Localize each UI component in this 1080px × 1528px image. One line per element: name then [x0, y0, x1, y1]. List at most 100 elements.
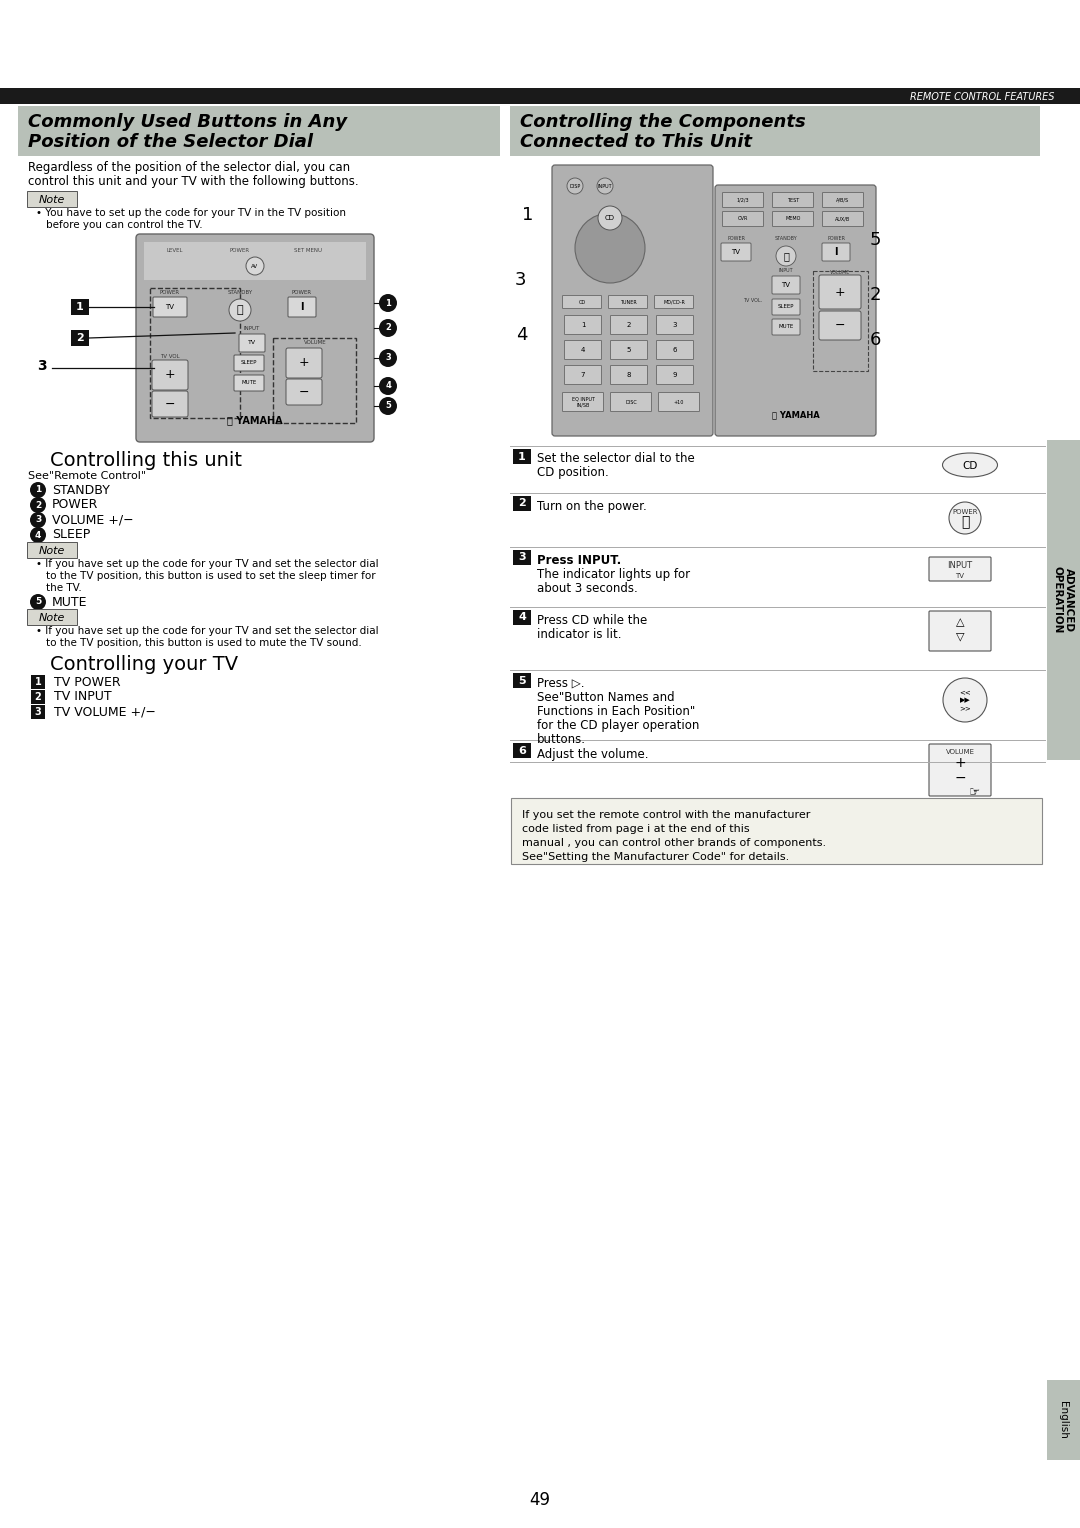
- Text: AUX/B: AUX/B: [835, 217, 851, 222]
- Text: buttons.: buttons.: [537, 733, 586, 746]
- Text: See"Setting the Manufacturer Code" for details.: See"Setting the Manufacturer Code" for d…: [522, 853, 789, 862]
- Text: ▽: ▽: [956, 631, 964, 642]
- Circle shape: [246, 257, 264, 275]
- FancyBboxPatch shape: [657, 315, 693, 335]
- FancyBboxPatch shape: [1047, 440, 1080, 759]
- Text: MUTE: MUTE: [241, 380, 257, 385]
- FancyBboxPatch shape: [152, 391, 188, 417]
- FancyBboxPatch shape: [286, 379, 322, 405]
- Circle shape: [575, 212, 645, 283]
- FancyBboxPatch shape: [772, 211, 813, 226]
- Text: +: +: [835, 286, 846, 298]
- Text: 5: 5: [626, 347, 631, 353]
- Text: +: +: [955, 756, 966, 770]
- Text: MUTE: MUTE: [52, 596, 87, 608]
- Text: DISP: DISP: [569, 183, 581, 188]
- FancyBboxPatch shape: [823, 211, 864, 226]
- FancyBboxPatch shape: [610, 315, 648, 335]
- Text: POWER: POWER: [52, 498, 98, 512]
- Circle shape: [30, 497, 46, 513]
- Text: POWER: POWER: [953, 509, 977, 515]
- Text: 3: 3: [35, 515, 41, 524]
- FancyBboxPatch shape: [513, 497, 531, 510]
- FancyBboxPatch shape: [513, 672, 531, 688]
- Circle shape: [379, 319, 397, 338]
- Text: 6: 6: [673, 347, 677, 353]
- Text: VOLUME +/−: VOLUME +/−: [52, 513, 134, 527]
- Text: Regardless of the position of the selector dial, you can: Regardless of the position of the select…: [28, 162, 350, 174]
- Text: AV: AV: [252, 263, 258, 269]
- Text: 5: 5: [35, 597, 41, 607]
- FancyBboxPatch shape: [510, 105, 1040, 156]
- FancyBboxPatch shape: [513, 449, 531, 465]
- Text: 3: 3: [518, 553, 526, 562]
- Text: Note: Note: [39, 196, 65, 205]
- FancyBboxPatch shape: [610, 393, 651, 411]
- Text: VOLUME: VOLUME: [303, 341, 326, 345]
- Text: the TV.: the TV.: [46, 584, 82, 593]
- Text: CD position.: CD position.: [537, 466, 609, 478]
- Text: 4: 4: [386, 382, 391, 391]
- Text: Note: Note: [39, 545, 65, 556]
- Text: 1: 1: [76, 303, 84, 312]
- Text: Turn on the power.: Turn on the power.: [537, 500, 647, 513]
- FancyBboxPatch shape: [511, 798, 1042, 863]
- FancyBboxPatch shape: [0, 89, 1080, 104]
- Text: English: English: [1058, 1401, 1068, 1439]
- Text: Ⓢ YAMAHA: Ⓢ YAMAHA: [772, 411, 820, 420]
- FancyBboxPatch shape: [565, 341, 602, 359]
- FancyBboxPatch shape: [286, 348, 322, 377]
- Text: I: I: [834, 248, 838, 257]
- Circle shape: [30, 481, 46, 498]
- Text: 2: 2: [869, 286, 881, 304]
- FancyBboxPatch shape: [657, 341, 693, 359]
- Text: POWER: POWER: [230, 248, 251, 252]
- Text: TV VOL: TV VOL: [160, 353, 179, 359]
- Text: 3: 3: [514, 270, 526, 289]
- Text: POWER: POWER: [160, 290, 180, 295]
- Text: EQ INPUT
IN/SB: EQ INPUT IN/SB: [571, 397, 594, 408]
- Text: MD/CD-R: MD/CD-R: [663, 299, 685, 304]
- FancyBboxPatch shape: [657, 365, 693, 385]
- Text: control this unit and your TV with the following buttons.: control this unit and your TV with the f…: [28, 176, 359, 188]
- Text: I: I: [300, 303, 303, 312]
- Text: 1: 1: [518, 451, 526, 461]
- Text: +10: +10: [674, 399, 685, 405]
- FancyBboxPatch shape: [610, 341, 648, 359]
- FancyBboxPatch shape: [929, 744, 991, 796]
- FancyBboxPatch shape: [18, 105, 500, 156]
- FancyBboxPatch shape: [772, 277, 800, 293]
- Circle shape: [598, 206, 622, 231]
- Text: 6: 6: [869, 332, 880, 348]
- FancyBboxPatch shape: [288, 296, 316, 316]
- FancyBboxPatch shape: [27, 191, 77, 206]
- Text: 5: 5: [386, 402, 391, 411]
- Text: <<: <<: [959, 689, 971, 695]
- FancyBboxPatch shape: [929, 558, 991, 581]
- FancyBboxPatch shape: [819, 275, 861, 309]
- Text: VOLUME: VOLUME: [829, 269, 850, 275]
- Text: 49: 49: [529, 1491, 551, 1510]
- Text: Note: Note: [39, 613, 65, 623]
- FancyBboxPatch shape: [772, 319, 800, 335]
- Text: 1: 1: [386, 298, 391, 307]
- Text: to the TV position, this button is used to mute the TV sound.: to the TV position, this button is used …: [46, 639, 362, 648]
- Text: SLEEP: SLEEP: [778, 304, 794, 310]
- Text: >>: >>: [959, 704, 971, 711]
- FancyBboxPatch shape: [552, 165, 713, 435]
- FancyBboxPatch shape: [513, 550, 531, 565]
- Text: −: −: [299, 385, 309, 399]
- FancyBboxPatch shape: [819, 312, 861, 341]
- Text: 4: 4: [35, 530, 41, 539]
- FancyBboxPatch shape: [822, 243, 850, 261]
- Text: Controlling the Components: Controlling the Components: [519, 113, 806, 131]
- Text: TV: TV: [248, 341, 256, 345]
- Text: MUTE: MUTE: [779, 324, 794, 330]
- FancyBboxPatch shape: [929, 611, 991, 651]
- Text: TV VOL.: TV VOL.: [743, 298, 762, 303]
- FancyBboxPatch shape: [31, 691, 45, 704]
- Text: Controlling your TV: Controlling your TV: [50, 656, 238, 674]
- Text: Press INPUT.: Press INPUT.: [537, 555, 621, 567]
- Circle shape: [379, 397, 397, 416]
- Text: 3: 3: [386, 353, 391, 362]
